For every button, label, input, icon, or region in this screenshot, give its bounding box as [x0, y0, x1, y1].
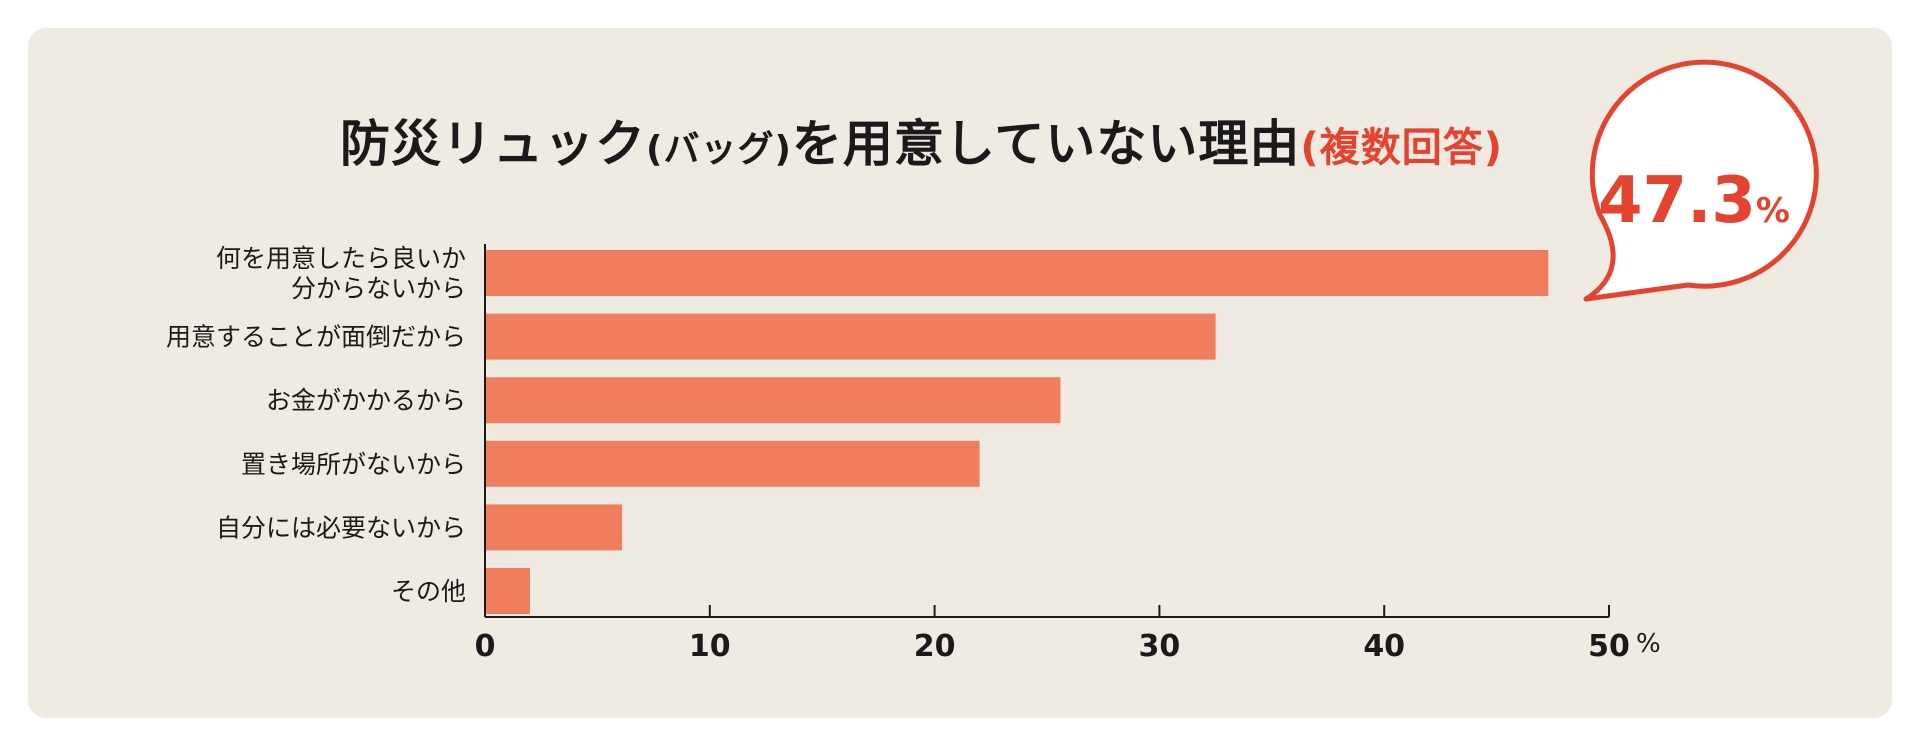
x-tick-label-30: 30 [1139, 629, 1181, 664]
callout-unit: % [1756, 191, 1790, 231]
x-tick-label-40: 40 [1363, 629, 1405, 664]
bars-group [485, 250, 1549, 614]
category-label-2: お金がかかるから [266, 386, 466, 415]
title-note: (複数回答) [1300, 125, 1503, 171]
category-labels: 何を用意したら良いか分からないから用意することが面倒だからお金がかかるから置き場… [166, 244, 466, 606]
category-label-line: 用意することが面倒だから [166, 323, 466, 352]
x-tick-label-20: 20 [914, 629, 956, 664]
category-label-line: 自分には必要ないから [216, 513, 466, 542]
bar-3 [485, 440, 980, 487]
category-label-line: 置き場所がないから [241, 450, 466, 479]
category-label-4: 自分には必要ないから [216, 513, 466, 542]
chart-card [28, 28, 1892, 718]
category-label-line: その他 [391, 577, 466, 606]
bar-1 [485, 313, 1216, 360]
category-label-5: その他 [391, 577, 466, 606]
callout-text: 47.3% [1598, 164, 1790, 238]
chart-title: 防災リュック(バッグ)を用意していない理由(複数回答) [340, 104, 1540, 176]
category-label-0: 何を用意したら良いか分からないから [216, 244, 466, 303]
category-label-1: 用意することが面倒だから [166, 323, 466, 352]
category-label-line: 分からないから [291, 274, 466, 303]
bar-0 [485, 250, 1549, 296]
x-tick-label-50: 50 [1588, 629, 1630, 664]
x-axis-unit: % [1636, 629, 1661, 659]
x-tick-label-0: 0 [475, 629, 496, 664]
title-main-b: を用意していない理由 [791, 115, 1301, 173]
category-label-line: お金がかかるから [266, 386, 466, 415]
bar-5 [485, 568, 530, 614]
speech-bubble-shape [1583, 59, 1819, 302]
x-tick-label-10: 10 [689, 629, 731, 664]
callout-bubble: 47.3% [1583, 59, 1819, 302]
bar-2 [485, 377, 1061, 424]
callout-value: 47.3 [1598, 164, 1756, 238]
title-paren: (バッグ) [646, 129, 792, 170]
bar-4 [485, 504, 623, 551]
title-main-a: 防災リュック [340, 115, 646, 173]
category-label-3: 置き場所がないから [241, 450, 466, 479]
category-label-line: 何を用意したら良いか [216, 244, 466, 273]
x-tick-labels: 0 10 20 30 40 50 [475, 629, 1630, 664]
axes-group [484, 244, 1610, 618]
